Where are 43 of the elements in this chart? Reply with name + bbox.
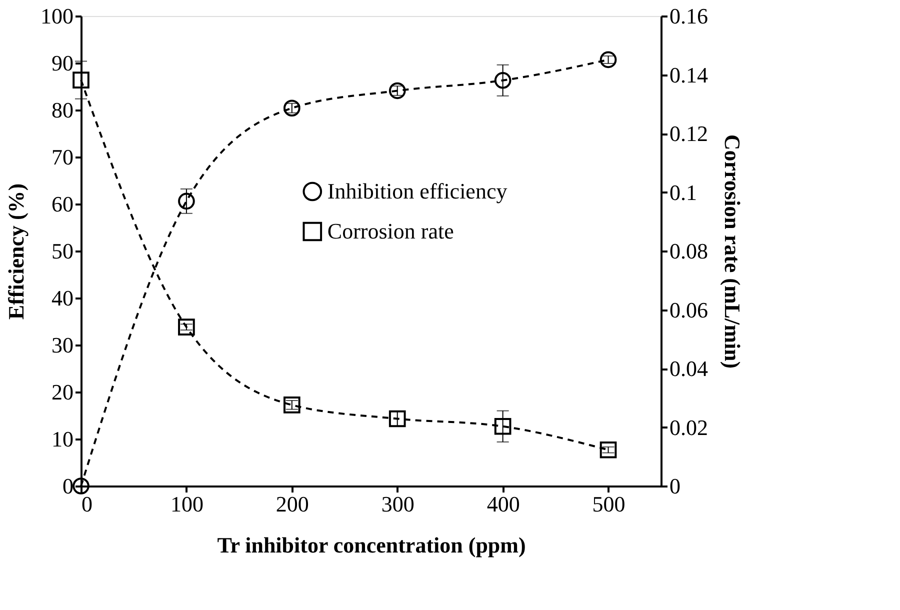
x-tick-label: 0 — [82, 492, 92, 516]
x-tick-label: 200 — [276, 492, 309, 516]
y-tick-label: 50 — [52, 238, 74, 264]
y-tick-label: 60 — [52, 192, 74, 216]
y-tick-label: 90 — [52, 50, 74, 76]
y-tick-label: 30 — [52, 332, 74, 358]
x-tick-label: 300 — [381, 492, 414, 516]
y2-axis-title: Corrosion rate (mL/min) — [720, 134, 745, 369]
y2-tick-label: 0.1 — [670, 180, 697, 205]
point — [388, 410, 406, 428]
y2-tick-label: 0.04 — [670, 356, 708, 381]
y-tick-label: 40 — [52, 286, 74, 310]
y-tick-label: 80 — [52, 98, 74, 122]
point — [283, 100, 300, 117]
x-tick-label: 100 — [170, 492, 204, 516]
point — [178, 318, 195, 336]
point — [494, 418, 512, 435]
point — [600, 51, 617, 68]
y2-tick-label: 0.14 — [670, 62, 708, 88]
point — [72, 72, 90, 88]
y-tick-label: 100 — [40, 4, 74, 28]
point — [283, 396, 300, 414]
legend-label: Inhibition efficiency — [327, 178, 508, 204]
y2-tick-label: 0.08 — [670, 238, 708, 264]
legend-label: Corrosion rate — [327, 218, 454, 244]
y2-tick-label: 0.06 — [670, 297, 708, 322]
y2-tick-label: 0 — [670, 474, 680, 498]
y-tick-label: 70 — [52, 144, 74, 170]
y2-tick-label: 0.12 — [670, 121, 708, 146]
y-tick-label: 20 — [52, 380, 74, 404]
point — [178, 192, 195, 210]
point — [388, 82, 406, 100]
point — [72, 478, 90, 494]
y-tick-label: 10 — [52, 426, 74, 452]
point — [600, 441, 617, 458]
point — [494, 72, 512, 89]
x-tick-label: 400 — [486, 492, 520, 516]
y-tick-label: 0 — [62, 474, 74, 498]
y-axis-title: Efficiency (%) — [4, 183, 28, 320]
x-axis-title: Tr inhibitor concentration (ppm) — [217, 532, 526, 558]
y2-tick-label: 0.16 — [670, 4, 708, 28]
x-tick-label: 500 — [592, 492, 626, 516]
y2-tick-label: 0.02 — [670, 414, 708, 440]
